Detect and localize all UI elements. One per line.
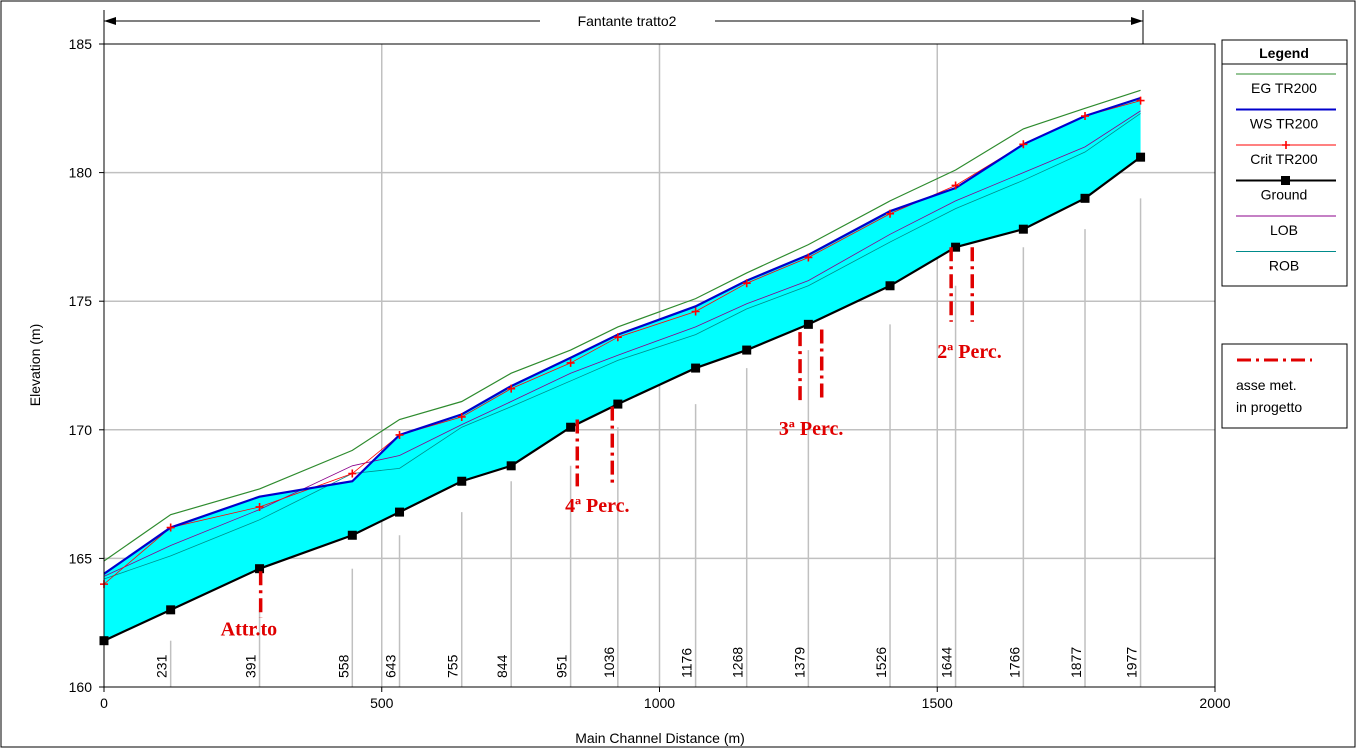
legend-frame: [1221, 39, 1348, 287]
series-line-lob: [103, 110, 1141, 577]
ground-point: [166, 605, 176, 615]
flow-area: [104, 98, 1141, 641]
station-label: 951: [554, 654, 570, 678]
ground-point: [885, 281, 895, 291]
station-label: 1877: [1068, 647, 1084, 678]
station-label: 1268: [730, 647, 746, 678]
ground-point: [613, 399, 623, 409]
crit-point: [507, 384, 516, 393]
station-label: 755: [445, 654, 461, 678]
legend-ground-marker: [1281, 176, 1290, 185]
crit-point: [395, 430, 404, 439]
legend-title: Legend: [1259, 45, 1309, 61]
legend-label: Ground: [1261, 187, 1308, 203]
station-label: 1036: [601, 647, 617, 678]
ground-point: [1018, 224, 1028, 234]
ground-point: [347, 530, 357, 540]
legend: Legend EG TR200 WS TR200 Crit TR200 Ground L…: [1221, 39, 1348, 287]
annotation-legend-frame: [1221, 343, 1348, 429]
water-fill: [104, 98, 1141, 641]
crit-point: [566, 358, 575, 367]
x-tick-label: 1500: [922, 695, 953, 711]
y-tick-label: 175: [69, 293, 93, 309]
annotation-label: 3ª Perc.: [779, 418, 843, 440]
crit-point: [1081, 112, 1090, 121]
series-line-rob: [103, 113, 1141, 580]
legend-label: Crit TR200: [1250, 151, 1318, 167]
station-label: 643: [383, 654, 399, 678]
y-tick-label: 185: [69, 36, 93, 52]
ground-point: [951, 242, 961, 252]
annotation-legend-line2: in progetto: [1236, 399, 1302, 415]
ground-point: [457, 476, 467, 486]
x-tick-label: 500: [370, 695, 394, 711]
station-label: 1176: [679, 648, 695, 678]
legend-items: EG TR200 WS TR200 Crit TR200 Ground LOB ROB: [1236, 73, 1336, 274]
ground-point: [742, 345, 752, 355]
ground-point: [803, 319, 813, 329]
x-tick-label: 2000: [1199, 695, 1230, 711]
series-line-eg-tr200: [103, 89, 1141, 562]
ground-point: [1080, 193, 1090, 203]
y-tick-label: 160: [69, 679, 93, 695]
title-bar: Fantante tratto2: [103, 10, 1144, 44]
crit-point: [1019, 140, 1028, 149]
crit-point: [951, 181, 960, 190]
station-label: 1526: [873, 647, 889, 678]
ground-point: [691, 363, 701, 373]
annotation-label: 4ª Perc.: [565, 495, 629, 517]
ground-point: [566, 422, 576, 432]
station-label: 391: [243, 654, 259, 678]
legend-label: LOB: [1270, 222, 1298, 238]
y-tick-label: 165: [69, 550, 93, 566]
title-arrow-right-icon: [1131, 17, 1143, 25]
crit-point: [886, 209, 895, 218]
y-tick-label: 180: [69, 165, 93, 181]
station-label: 1644: [939, 647, 955, 678]
design-axis-annotations: Attr.to 4ª Perc. 3ª Perc. 2ª Perc.: [221, 247, 1002, 641]
station-label: 558: [335, 654, 351, 678]
crit-point: [348, 469, 357, 478]
station-labels: 231 391 558 643 755 844 951 1036 1176 1268 1379 152…: [154, 647, 1140, 678]
annotation-label: Attr.to: [221, 619, 277, 641]
x-tick-label: 1000: [644, 695, 675, 711]
station-label: 1379: [791, 647, 807, 678]
title-arrow-left-icon: [104, 17, 116, 25]
chart-title: Fantante tratto2: [578, 13, 677, 29]
annotation-label: 2ª Perc.: [937, 341, 1001, 363]
annotation-legend: asse met. in progetto: [1221, 343, 1348, 429]
legend-crit-marker: [1282, 141, 1290, 149]
crit-point: [166, 523, 175, 532]
axis-ticks: 160 165 170 175 180 185 0 500 1000 1500 2000: [69, 36, 1231, 711]
station-label: 1766: [1006, 647, 1022, 678]
ground-point: [506, 461, 516, 471]
station-label: 231: [154, 654, 170, 678]
legend-label: ROB: [1269, 258, 1299, 274]
station-label: 844: [494, 654, 510, 678]
crit-point: [1136, 96, 1145, 105]
crit-point: [742, 279, 751, 288]
ground-point: [255, 564, 265, 574]
legend-label: EG TR200: [1251, 80, 1317, 96]
ground-point: [395, 507, 405, 517]
station-label: 1977: [1124, 647, 1140, 678]
ground-point: [1136, 152, 1146, 162]
crit-point: [691, 307, 700, 316]
legend-label: WS TR200: [1250, 116, 1318, 132]
crit-point: [804, 253, 813, 262]
annotation-legend-line1: asse met.: [1236, 377, 1297, 393]
x-tick-label: 0: [100, 695, 108, 711]
crit-point: [457, 412, 466, 421]
crit-point: [613, 333, 622, 342]
y-axis-label: Elevation (m): [27, 324, 43, 406]
y-tick-label: 170: [69, 422, 93, 438]
x-axis-label: Main Channel Distance (m): [575, 730, 745, 746]
crit-point: [255, 502, 264, 511]
series-markers: [99, 96, 1146, 646]
